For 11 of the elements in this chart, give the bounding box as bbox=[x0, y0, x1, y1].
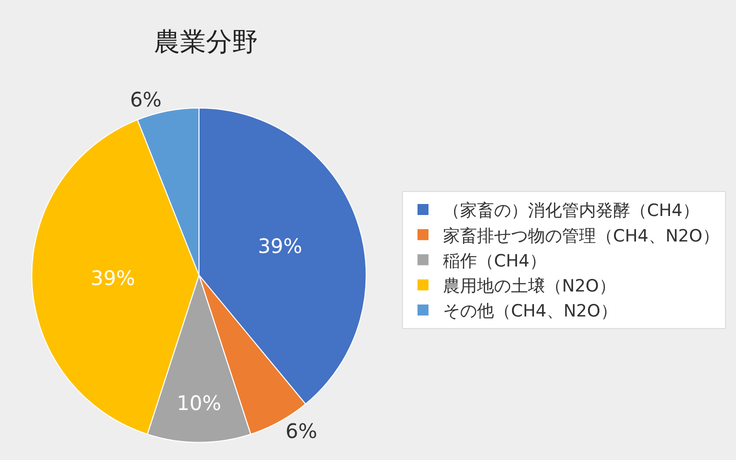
legend-label: 農用地の土壌（N2O） bbox=[443, 276, 616, 296]
legend-label: 家畜排せつ物の管理（CH4、N2O） bbox=[443, 226, 720, 246]
legend-label: （家畜の）消化管内発酵（CH4） bbox=[443, 201, 700, 222]
data-label: 39% bbox=[258, 234, 302, 258]
data-label: 6% bbox=[286, 418, 318, 443]
data-label: 10% bbox=[176, 390, 222, 415]
data-label: 39% bbox=[90, 266, 136, 290]
legend-label: その他（CH4、N2O） bbox=[443, 302, 618, 322]
legend-label: 稲作（CH4） bbox=[443, 251, 546, 272]
chart-title: 農業分野 bbox=[154, 27, 258, 58]
data-label: 6% bbox=[130, 87, 162, 112]
